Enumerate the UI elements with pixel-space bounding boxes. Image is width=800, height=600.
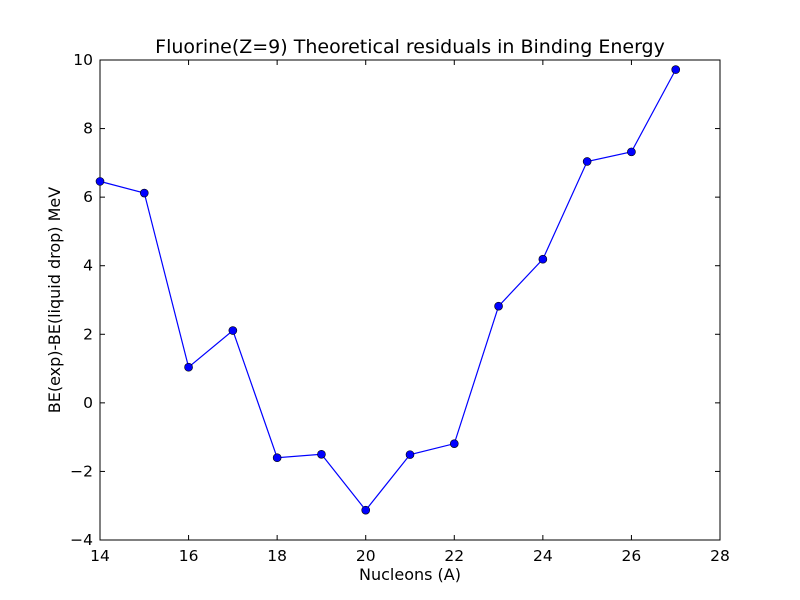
x-tick-label: 20 xyxy=(356,547,376,565)
data-point xyxy=(95,177,105,186)
data-point xyxy=(538,254,548,264)
chart-title: Fluorine(Z=9) Theoretical residuals in B… xyxy=(155,36,665,58)
axes-frame xyxy=(99,59,721,541)
y-axis-label: BE(exp)-BE(liquid drop) MeV xyxy=(45,187,64,413)
data-point xyxy=(361,505,371,515)
data-point xyxy=(405,450,415,459)
data-point xyxy=(449,439,459,448)
series-line xyxy=(99,69,677,512)
data-point xyxy=(317,449,326,459)
data-point xyxy=(228,326,238,335)
x-tick-label: 26 xyxy=(622,547,642,565)
y-tick-label: 8 xyxy=(83,120,93,138)
data-point xyxy=(184,362,193,372)
data-point xyxy=(671,65,681,74)
data-point xyxy=(272,453,282,463)
x-tick-label: 14 xyxy=(90,547,110,565)
data-point xyxy=(627,147,636,157)
y-tick-label: 2 xyxy=(83,325,93,343)
y-tick-label: −4 xyxy=(70,531,93,549)
y-tick-label: 6 xyxy=(83,188,93,206)
y-tick-label: 0 xyxy=(83,394,93,412)
y-tick-label: −2 xyxy=(70,462,93,480)
x-axis-label: Nucleons (A) xyxy=(359,565,461,584)
x-tick-label: 28 xyxy=(710,547,730,565)
data-point xyxy=(139,188,149,198)
x-tick-label: 18 xyxy=(267,547,287,565)
x-tick-label: 22 xyxy=(444,547,464,565)
x-tick-label: 16 xyxy=(179,547,199,565)
data-point xyxy=(582,157,592,166)
y-tick-label: 4 xyxy=(83,257,93,275)
x-tick-label: 24 xyxy=(533,547,553,565)
y-tick-label: 10 xyxy=(73,51,93,69)
data-point xyxy=(494,301,503,311)
